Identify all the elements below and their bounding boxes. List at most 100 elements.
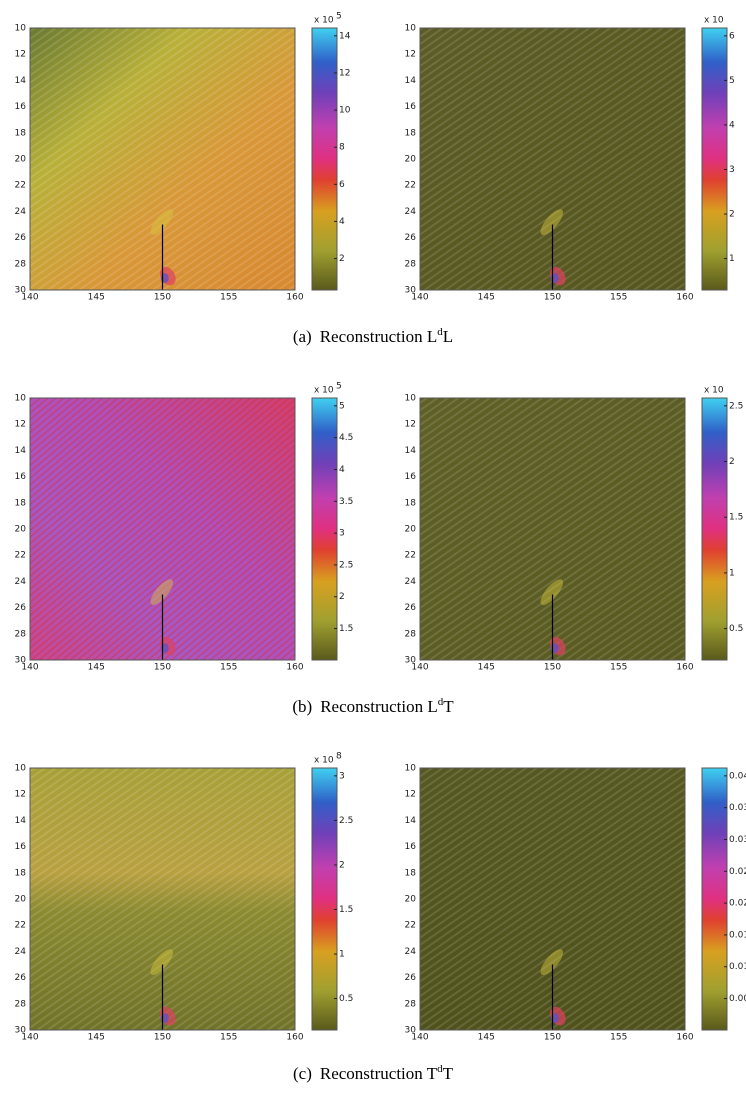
colorbar-tick-label: 1	[729, 254, 735, 264]
colorbar-tick-label: 4	[339, 217, 345, 227]
y-tick-label: 14	[405, 816, 417, 826]
colorbar-tick-label: 1.5	[729, 513, 743, 523]
colorbar-multiplier: x 10	[314, 756, 334, 766]
caption-label: (b)	[292, 697, 312, 716]
hotspot	[540, 579, 564, 605]
y-tick-label: 26	[405, 603, 417, 613]
colorbar-exponent: 8	[336, 752, 342, 762]
y-tick-label: 20	[405, 525, 417, 535]
y-tick-label: 12	[405, 420, 416, 430]
y-tick-label: 20	[405, 895, 417, 905]
x-tick-label: 140	[21, 1033, 38, 1043]
colorbar	[701, 767, 728, 1031]
y-tick-label: 26	[15, 973, 27, 983]
colorbar-multiplier: x 10	[704, 386, 724, 396]
colorbar-tick-label: 3.5	[339, 497, 353, 507]
y-tick-label: 26	[405, 973, 417, 983]
y-tick-label: 10	[15, 394, 27, 404]
y-tick-label: 30	[405, 1026, 417, 1036]
hotspot	[150, 209, 174, 235]
x-tick-label: 155	[220, 293, 237, 303]
y-tick-label: 14	[15, 816, 27, 826]
colorbar-multiplier: x 10	[314, 386, 334, 396]
colorbar-tick-label: 2	[729, 210, 735, 220]
x-tick-label: 155	[610, 293, 627, 303]
y-tick-label: 22	[405, 181, 416, 191]
colorbar-tick-label: 0.04	[729, 771, 746, 781]
colorbar-exponent: 5	[336, 12, 342, 22]
colorbar-tick-label: 0.02	[729, 899, 746, 909]
colorbar-tick-label: 0.01	[729, 930, 746, 940]
y-tick-label: 26	[405, 233, 417, 243]
colorbar-tick-label: 0.5	[339, 994, 353, 1004]
colorbar-tick-label: 2	[339, 860, 345, 870]
colorbar-tick-label: 0.5	[729, 624, 743, 634]
caption-tail: L	[443, 327, 453, 346]
caption-tail: T	[443, 697, 454, 716]
colorbar-tick-label: 4	[339, 465, 345, 475]
caption: (a) Reconstruction LdL	[293, 326, 453, 346]
plot-frame	[29, 27, 296, 291]
y-tick-label: 12	[405, 50, 416, 60]
x-tick-label: 155	[610, 663, 627, 673]
y-tick-label: 28	[15, 629, 27, 639]
x-tick-label: 140	[411, 1033, 428, 1043]
y-tick-label: 20	[405, 155, 417, 165]
colorbar-tick-label: 2	[729, 457, 735, 467]
colorbar-tick-label: 3	[339, 771, 345, 781]
colorbar-tick-label: 1.5	[339, 905, 353, 915]
caption-text: Reconstruction L	[320, 327, 438, 346]
x-tick-label: 140	[21, 663, 38, 673]
y-tick-label: 26	[15, 603, 27, 613]
colorbar-multiplier: x 10	[314, 16, 334, 26]
colorbar-tick-label: 10	[339, 106, 351, 116]
y-tick-label: 10	[15, 764, 27, 774]
x-tick-label: 160	[676, 293, 693, 303]
colorbar-tick-label: 6	[339, 180, 345, 190]
colorbar-tick-label: 5	[339, 401, 345, 411]
x-tick-label: 150	[544, 1033, 561, 1043]
y-tick-label: 10	[405, 394, 417, 404]
colorbar-tick-label: 0.03	[729, 835, 746, 845]
x-tick-label: 150	[154, 1033, 171, 1043]
y-tick-label: 30	[405, 286, 417, 296]
x-tick-label: 160	[286, 1033, 303, 1043]
hotspot	[540, 209, 564, 235]
caption-sup: d	[438, 696, 444, 708]
y-tick-label: 16	[15, 842, 27, 852]
y-tick-label: 24	[15, 577, 27, 587]
y-tick-label: 16	[15, 102, 27, 112]
y-tick-label: 10	[405, 764, 417, 774]
y-tick-label: 18	[405, 498, 417, 508]
y-tick-label: 30	[15, 1026, 27, 1036]
x-tick-label: 145	[478, 1033, 495, 1043]
x-tick-label: 145	[88, 293, 105, 303]
colorbar-tick-label: 8	[339, 143, 345, 153]
caption-tail: T	[443, 1064, 454, 1083]
x-tick-label: 140	[411, 663, 428, 673]
colorbar-tick-label: 2	[339, 254, 345, 264]
colorbar-tick-label: 2.5	[339, 816, 353, 826]
y-tick-label: 28	[15, 999, 27, 1009]
y-tick-label: 28	[405, 999, 417, 1009]
y-tick-label: 24	[15, 207, 27, 217]
y-tick-label: 10	[15, 24, 27, 34]
hotspot	[540, 949, 564, 975]
y-tick-label: 22	[15, 921, 26, 931]
y-tick-label: 22	[405, 921, 416, 931]
y-tick-label: 20	[15, 155, 27, 165]
colorbar-tick-label: 12	[339, 68, 350, 78]
colorbar-tick-label: 4	[729, 120, 735, 130]
y-tick-label: 18	[15, 128, 27, 138]
caption: (c) Reconstruction TdT	[293, 1063, 454, 1083]
x-tick-label: 160	[286, 293, 303, 303]
colorbar	[311, 397, 338, 661]
caption-label: (c)	[293, 1064, 312, 1083]
y-tick-label: 28	[15, 259, 27, 269]
y-tick-label: 12	[15, 420, 26, 430]
x-tick-label: 150	[544, 293, 561, 303]
caption: (b) Reconstruction LdT	[292, 696, 454, 716]
x-tick-label: 140	[411, 293, 428, 303]
colorbar-tick-label: 0.01	[729, 962, 746, 972]
